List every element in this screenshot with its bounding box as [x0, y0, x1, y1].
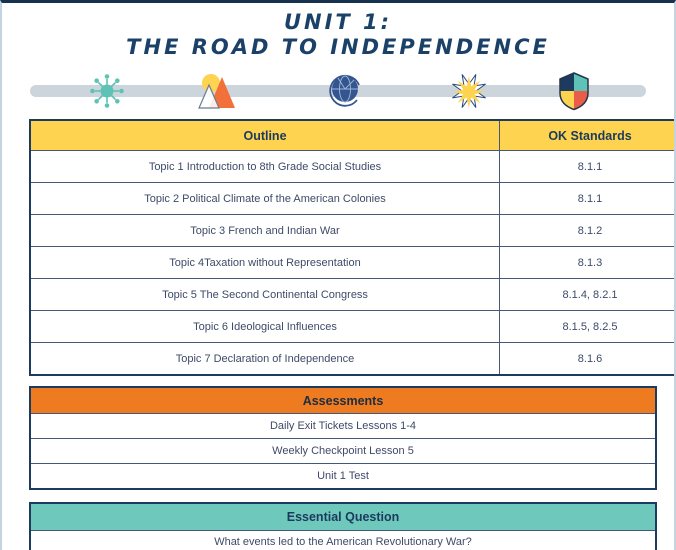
standard-cell: 8.1.2 [499, 214, 674, 247]
assessment-cell: Unit 1 Test [29, 463, 657, 490]
outline-table: Outline OK Standards Topic 1 Introductio… [29, 119, 674, 376]
assessments-header-row: Assessments [29, 386, 657, 414]
essential-question-text: What events led to the American Revoluti… [29, 530, 657, 550]
mountain-sun-icon [195, 72, 237, 110]
standard-cell: 8.1.6 [499, 342, 674, 376]
assessment-cell: Daily Exit Tickets Lessons 1-4 [29, 413, 657, 439]
page-title: UNIT 1: THE ROAD TO INDEPENDENCE [2, 10, 674, 60]
topic-cell: Topic 6 Ideological Influences [29, 310, 500, 343]
timeline [2, 68, 674, 114]
assessment-row: Weekly Checkpoint Lesson 5 [29, 438, 657, 464]
outline-row: Topic 4Taxation without Representation 8.… [29, 246, 674, 279]
essential-question-header: Essential Question [29, 502, 657, 531]
ok-standards-header: OK Standards [499, 119, 674, 151]
topic-cell: Topic 7 Declaration of Independence [29, 342, 500, 376]
starburst-icon [449, 71, 489, 111]
standard-cell: 8.1.4, 8.2.1 [499, 278, 674, 311]
assessment-row: Daily Exit Tickets Lessons 1-4 [29, 413, 657, 439]
outline-row: Topic 3 French and Indian War 8.1.2 [29, 214, 674, 247]
standard-cell: 8.1.3 [499, 246, 674, 279]
topic-cell: Topic 5 The Second Continental Congress [29, 278, 500, 311]
title-line-2: THE ROAD TO INDEPENDENCE [126, 35, 550, 59]
essential-question-header-row: Essential Question [29, 502, 657, 531]
shield-icon [556, 71, 592, 111]
assessments-header: Assessments [29, 386, 657, 414]
outline-header-row: Outline OK Standards [29, 119, 674, 151]
standard-cell: 8.1.1 [499, 150, 674, 183]
standard-cell: 8.1.5, 8.2.5 [499, 310, 674, 343]
topic-cell: Topic 2 Political Climate of the America… [29, 182, 500, 215]
essential-question-row: What events led to the American Revoluti… [29, 530, 657, 550]
topic-cell: Topic 1 Introduction to 8th Grade Social… [29, 150, 500, 183]
outline-row: Topic 1 Introduction to 8th Grade Social… [29, 150, 674, 183]
globe-icon [324, 70, 366, 112]
topic-cell: Topic 4Taxation without Representation [29, 246, 500, 279]
outline-row: Topic 7 Declaration of Independence 8.1.6 [29, 342, 674, 376]
assessment-row: Unit 1 Test [29, 463, 657, 490]
outline-row: Topic 5 The Second Continental Congress 8… [29, 278, 674, 311]
outline-header: Outline [29, 119, 500, 151]
outline-row: Topic 2 Political Climate of the America… [29, 182, 674, 215]
assessment-cell: Weekly Checkpoint Lesson 5 [29, 438, 657, 464]
outline-row: Topic 6 Ideological Influences 8.1.5, 8.2… [29, 310, 674, 343]
topic-cell: Topic 3 French and Indian War [29, 214, 500, 247]
essential-question-table: Essential Question What events led to th… [29, 502, 657, 550]
assessments-table: Assessments Daily Exit Tickets Lessons 1… [29, 386, 657, 490]
standard-cell: 8.1.1 [499, 182, 674, 215]
title-line-1: UNIT 1: [283, 10, 393, 34]
sputnik-icon [88, 72, 126, 110]
